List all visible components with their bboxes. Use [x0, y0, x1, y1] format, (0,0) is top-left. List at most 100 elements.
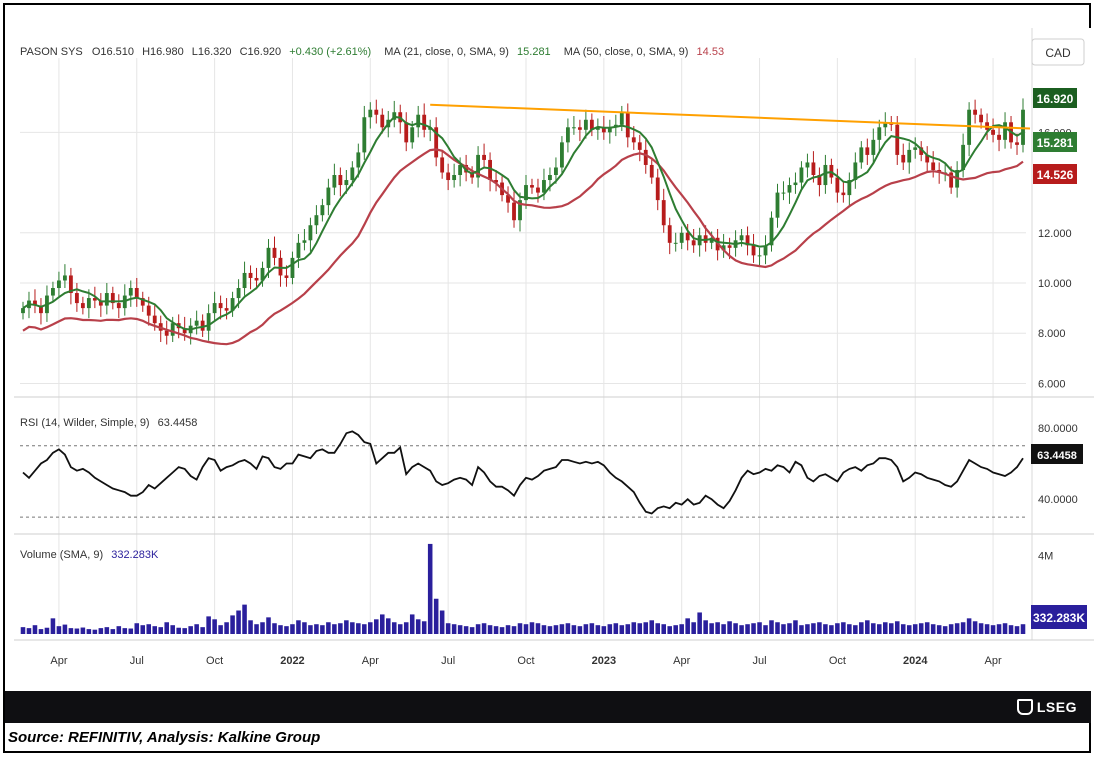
volume-bar: [194, 624, 199, 634]
candle: [524, 175, 528, 209]
candle: [691, 229, 696, 253]
candle: [110, 286, 115, 310]
x-tick-label: Oct: [206, 655, 223, 667]
open-value: O16.510: [92, 46, 134, 58]
volume-bar: [308, 625, 313, 634]
volume-bar: [98, 628, 104, 634]
candle-body: [913, 147, 918, 150]
candle: [380, 108, 385, 134]
candle-body: [51, 288, 55, 296]
candle-body: [536, 187, 540, 193]
volume-bar: [421, 621, 427, 634]
volume-bar: [595, 625, 601, 634]
candle: [1003, 112, 1007, 149]
volume-bar: [757, 622, 762, 634]
volume-bar: [793, 620, 798, 634]
candle-body: [104, 293, 109, 306]
volume-bar: [380, 614, 385, 634]
volume-bar: [727, 621, 732, 634]
volume-bar: [206, 616, 211, 634]
volume-bar: [637, 623, 643, 634]
candle: [805, 153, 810, 178]
high-value: H16.980: [142, 46, 184, 58]
candle-body: [589, 119, 594, 130]
volume-bar: [44, 627, 50, 634]
candle-body: [272, 247, 277, 258]
candle: [188, 318, 193, 345]
symbol: PASON SYS: [20, 46, 83, 58]
volume-bar: [242, 604, 247, 634]
volume-bar: [954, 623, 960, 634]
volume-bar: [924, 622, 930, 634]
candle-body: [883, 122, 888, 128]
volume-bar: [397, 624, 403, 634]
candle-body: [362, 117, 367, 153]
lseg-wordmark: LSEG: [1036, 699, 1077, 715]
currency-box[interactable]: [1031, 38, 1085, 66]
volume-bar: [170, 625, 175, 634]
candle-body: [769, 217, 774, 246]
candle: [74, 282, 79, 312]
volume-bar: [487, 625, 493, 634]
candle-body: [482, 154, 486, 160]
candle-body: [811, 162, 816, 176]
volume-bar: [697, 612, 702, 634]
candle: [595, 118, 600, 140]
volume-bar: [314, 624, 319, 634]
volume-bar: [811, 623, 816, 634]
price-panel: [21, 98, 1031, 346]
candle: [697, 227, 702, 257]
candle: [667, 217, 672, 255]
volume-bar: [511, 626, 517, 634]
volume-bar: [847, 624, 852, 634]
x-tick-label: Oct: [517, 655, 534, 667]
svg-text:15.281: 15.281: [1037, 136, 1074, 150]
volume-bar: [829, 625, 834, 634]
volume-bar: [960, 622, 966, 634]
candle-body: [266, 247, 271, 268]
candle-body: [667, 225, 672, 243]
candle: [931, 151, 936, 178]
volume-bar: [996, 624, 1002, 634]
volume-bar: [403, 622, 409, 634]
volume-header-value: 332.283K: [111, 549, 159, 561]
volume-bar: [158, 627, 163, 634]
volume-bar: [62, 624, 68, 634]
svg-text:332.283K: 332.283K: [1033, 611, 1085, 625]
candle-body: [39, 305, 43, 314]
candle: [799, 161, 804, 189]
candle-body: [625, 112, 630, 138]
candle-body: [967, 109, 972, 145]
volume-bar: [667, 626, 672, 634]
volume-bar: [1002, 623, 1008, 634]
candle: [164, 320, 169, 345]
candle-body: [494, 180, 498, 183]
candle: [21, 301, 25, 320]
volume-bar: [86, 629, 92, 634]
candle: [745, 226, 750, 256]
candle-body: [296, 242, 301, 258]
stock-chart[interactable]: Apr Jul Oct 2022 Apr Jul Oct 2023 Apr Jul Oct 2024 A…: [14, 28, 1094, 696]
candle: [68, 267, 73, 305]
candle-body: [248, 272, 253, 278]
candle-body: [470, 172, 475, 178]
candle-body: [649, 164, 654, 178]
volume-bar: [499, 627, 505, 634]
candle-body: [931, 162, 936, 170]
svg-text:14.526: 14.526: [1037, 168, 1074, 182]
ma21-line: [22, 115, 1024, 331]
volume-bar: [248, 620, 253, 634]
candle-body: [583, 119, 588, 130]
candle-body: [949, 172, 954, 188]
candle: [332, 163, 337, 196]
candle: [925, 146, 930, 173]
candle: [577, 119, 582, 142]
candle-body: [739, 235, 744, 241]
candle-body: [410, 127, 415, 143]
candle: [1015, 133, 1019, 155]
candle: [320, 198, 325, 222]
candle-body: [488, 159, 492, 181]
candle-body: [182, 328, 187, 334]
candle: [494, 169, 498, 192]
candle-body: [661, 200, 666, 226]
